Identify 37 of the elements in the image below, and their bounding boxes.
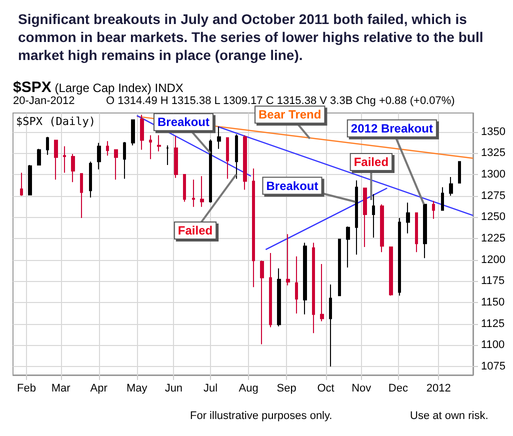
annotation: Breakout bbox=[266, 178, 318, 193]
x-tick-label: 2012 bbox=[426, 382, 451, 394]
y-tick-label: 1100 bbox=[481, 339, 505, 352]
text: For illustrative purposes only. bbox=[190, 410, 332, 422]
chart-title: Significant breakouts in July and October 2011 both failed, which is common in bear markets. The series of lower highs relative to the bull market high remains in place (orange line). bbox=[18, 10, 484, 64]
text: Use at own risk. bbox=[410, 410, 488, 422]
chart-subtitle: $SPX (Large Cap Index) INDX bbox=[13, 79, 184, 96]
x-tick-label: Feb bbox=[17, 382, 36, 394]
y-tick-label: 1275 bbox=[481, 190, 506, 202]
x-tick-label: Jun bbox=[164, 382, 183, 394]
annotation: Bear Trend bbox=[258, 108, 322, 122]
annotation: Breakout bbox=[157, 115, 210, 130]
x-tick-label: Mar bbox=[51, 382, 71, 394]
x-tick-label: Apr bbox=[90, 382, 108, 394]
y-tick-label: 1300 bbox=[481, 168, 506, 180]
x-tick-label: Aug bbox=[238, 382, 258, 394]
x-tick-label: Oct bbox=[317, 382, 334, 394]
x-tick-label: May bbox=[126, 382, 148, 394]
annotation: Failed bbox=[354, 155, 389, 170]
x-tick-label: Sep bbox=[276, 382, 296, 394]
x-tick-label: Jul bbox=[203, 382, 218, 394]
y-tick-label: 1325 bbox=[481, 147, 506, 160]
annotation: $SPX (Daily) bbox=[16, 115, 96, 128]
y-tick-label: 1150 bbox=[481, 296, 505, 308]
y-tick-label: 1350 bbox=[481, 126, 506, 138]
y-tick-label: 1225 bbox=[481, 232, 506, 244]
annotation: 2012 Breakout bbox=[350, 121, 433, 136]
x-tick-label: Dec bbox=[388, 382, 408, 394]
y-tick-label: 1250 bbox=[481, 211, 506, 224]
y-tick-label: 1200 bbox=[481, 254, 506, 266]
y-tick-label: 1175 bbox=[481, 275, 505, 288]
y-tick-label: 1125 bbox=[481, 318, 505, 330]
annotation: Failed bbox=[178, 223, 213, 238]
text: O 1314.49 H 1315.38 L 1309.17 C 1315.38 V 3.3B Chg +0.88 (+0.07%) bbox=[106, 95, 455, 107]
y-tick-label: 1075 bbox=[481, 360, 506, 372]
x-tick-label: Nov bbox=[352, 382, 372, 394]
text: 20-Jan-2012 bbox=[13, 95, 75, 107]
